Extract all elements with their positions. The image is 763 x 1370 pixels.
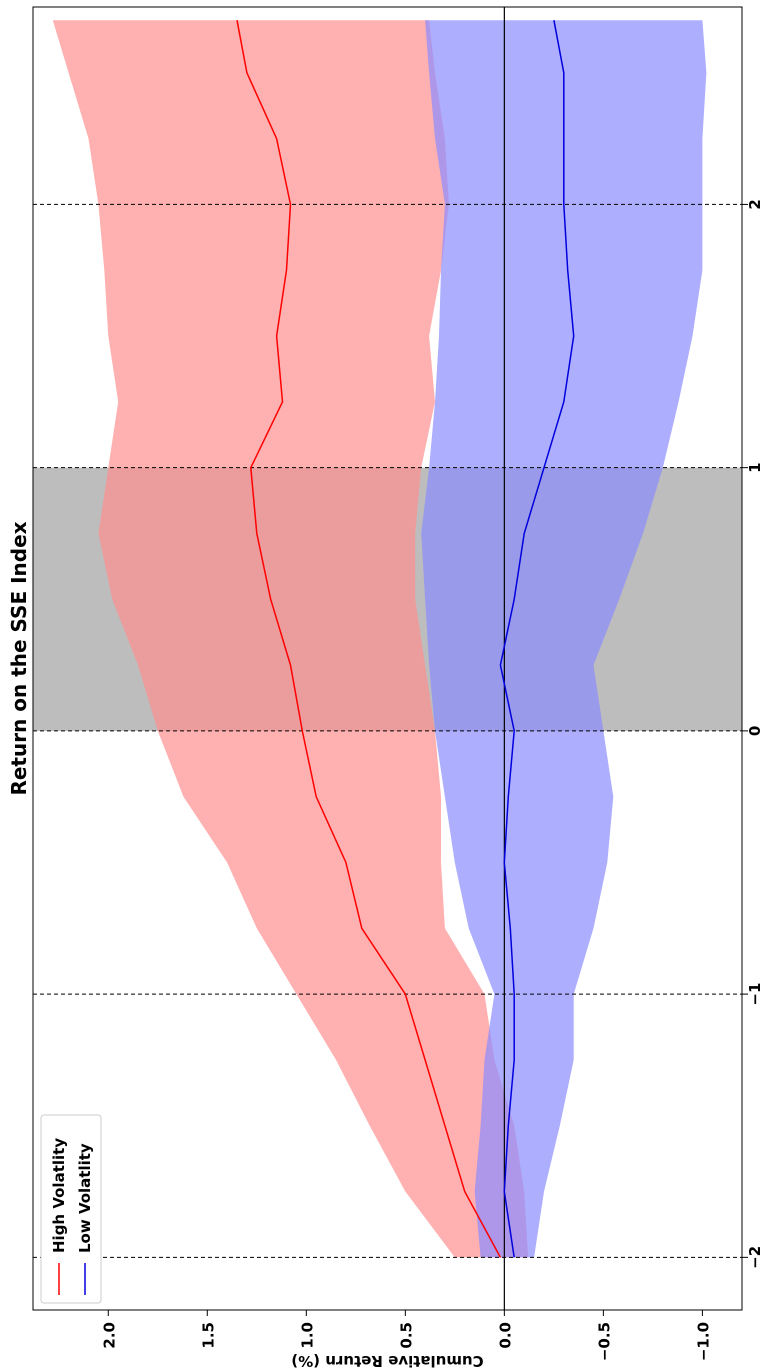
series-line-0: [236, 20, 502, 1258]
axes-frame: [32, 6, 743, 1311]
x-tick-label-2: 0: [746, 726, 763, 736]
x-tick-label-4: 2: [746, 199, 763, 209]
y-axis-label: Cumulative Return (%): [291, 1352, 483, 1370]
ticks-layer: −2 −1 0 1 2 −1.0 −0.5 0.0 0.5 1.0 1.5 2.0: [100, 199, 763, 1361]
y-tick-label-1: −0.5: [595, 1322, 613, 1361]
y-tick-label-6: 2.0: [100, 1322, 118, 1349]
y-tick-label-3: 0.5: [397, 1322, 415, 1349]
band-series-1: [421, 20, 707, 1258]
bands-layer: [52, 20, 707, 1258]
x-tick-label-3: 1: [746, 462, 763, 472]
series-line-1: [499, 20, 575, 1258]
legend-label-high-volatility: High Volatlity: [50, 1138, 68, 1253]
axes-frame-layer: [32, 6, 743, 1311]
band-series-0: [52, 20, 529, 1258]
y-tick-label-2: 0.0: [496, 1322, 514, 1349]
y-tick-label-4: 1.0: [298, 1322, 316, 1349]
x-tick-label-1: −1: [746, 983, 763, 1006]
legend-label-low-volatility: Low Volatlity: [76, 1143, 94, 1253]
legend: High Volatlity Low Volatlity: [40, 1114, 102, 1304]
y-tick-label-5: 1.5: [199, 1322, 217, 1349]
series-lines-layer: [236, 20, 575, 1258]
chart-title: Return on the SSE Index: [7, 521, 31, 795]
legend-box: [40, 1114, 102, 1304]
y-tick-label-0: −1.0: [694, 1322, 712, 1361]
reference-lines-layer: [33, 7, 742, 1310]
x-tick-label-0: −2: [746, 1246, 763, 1269]
